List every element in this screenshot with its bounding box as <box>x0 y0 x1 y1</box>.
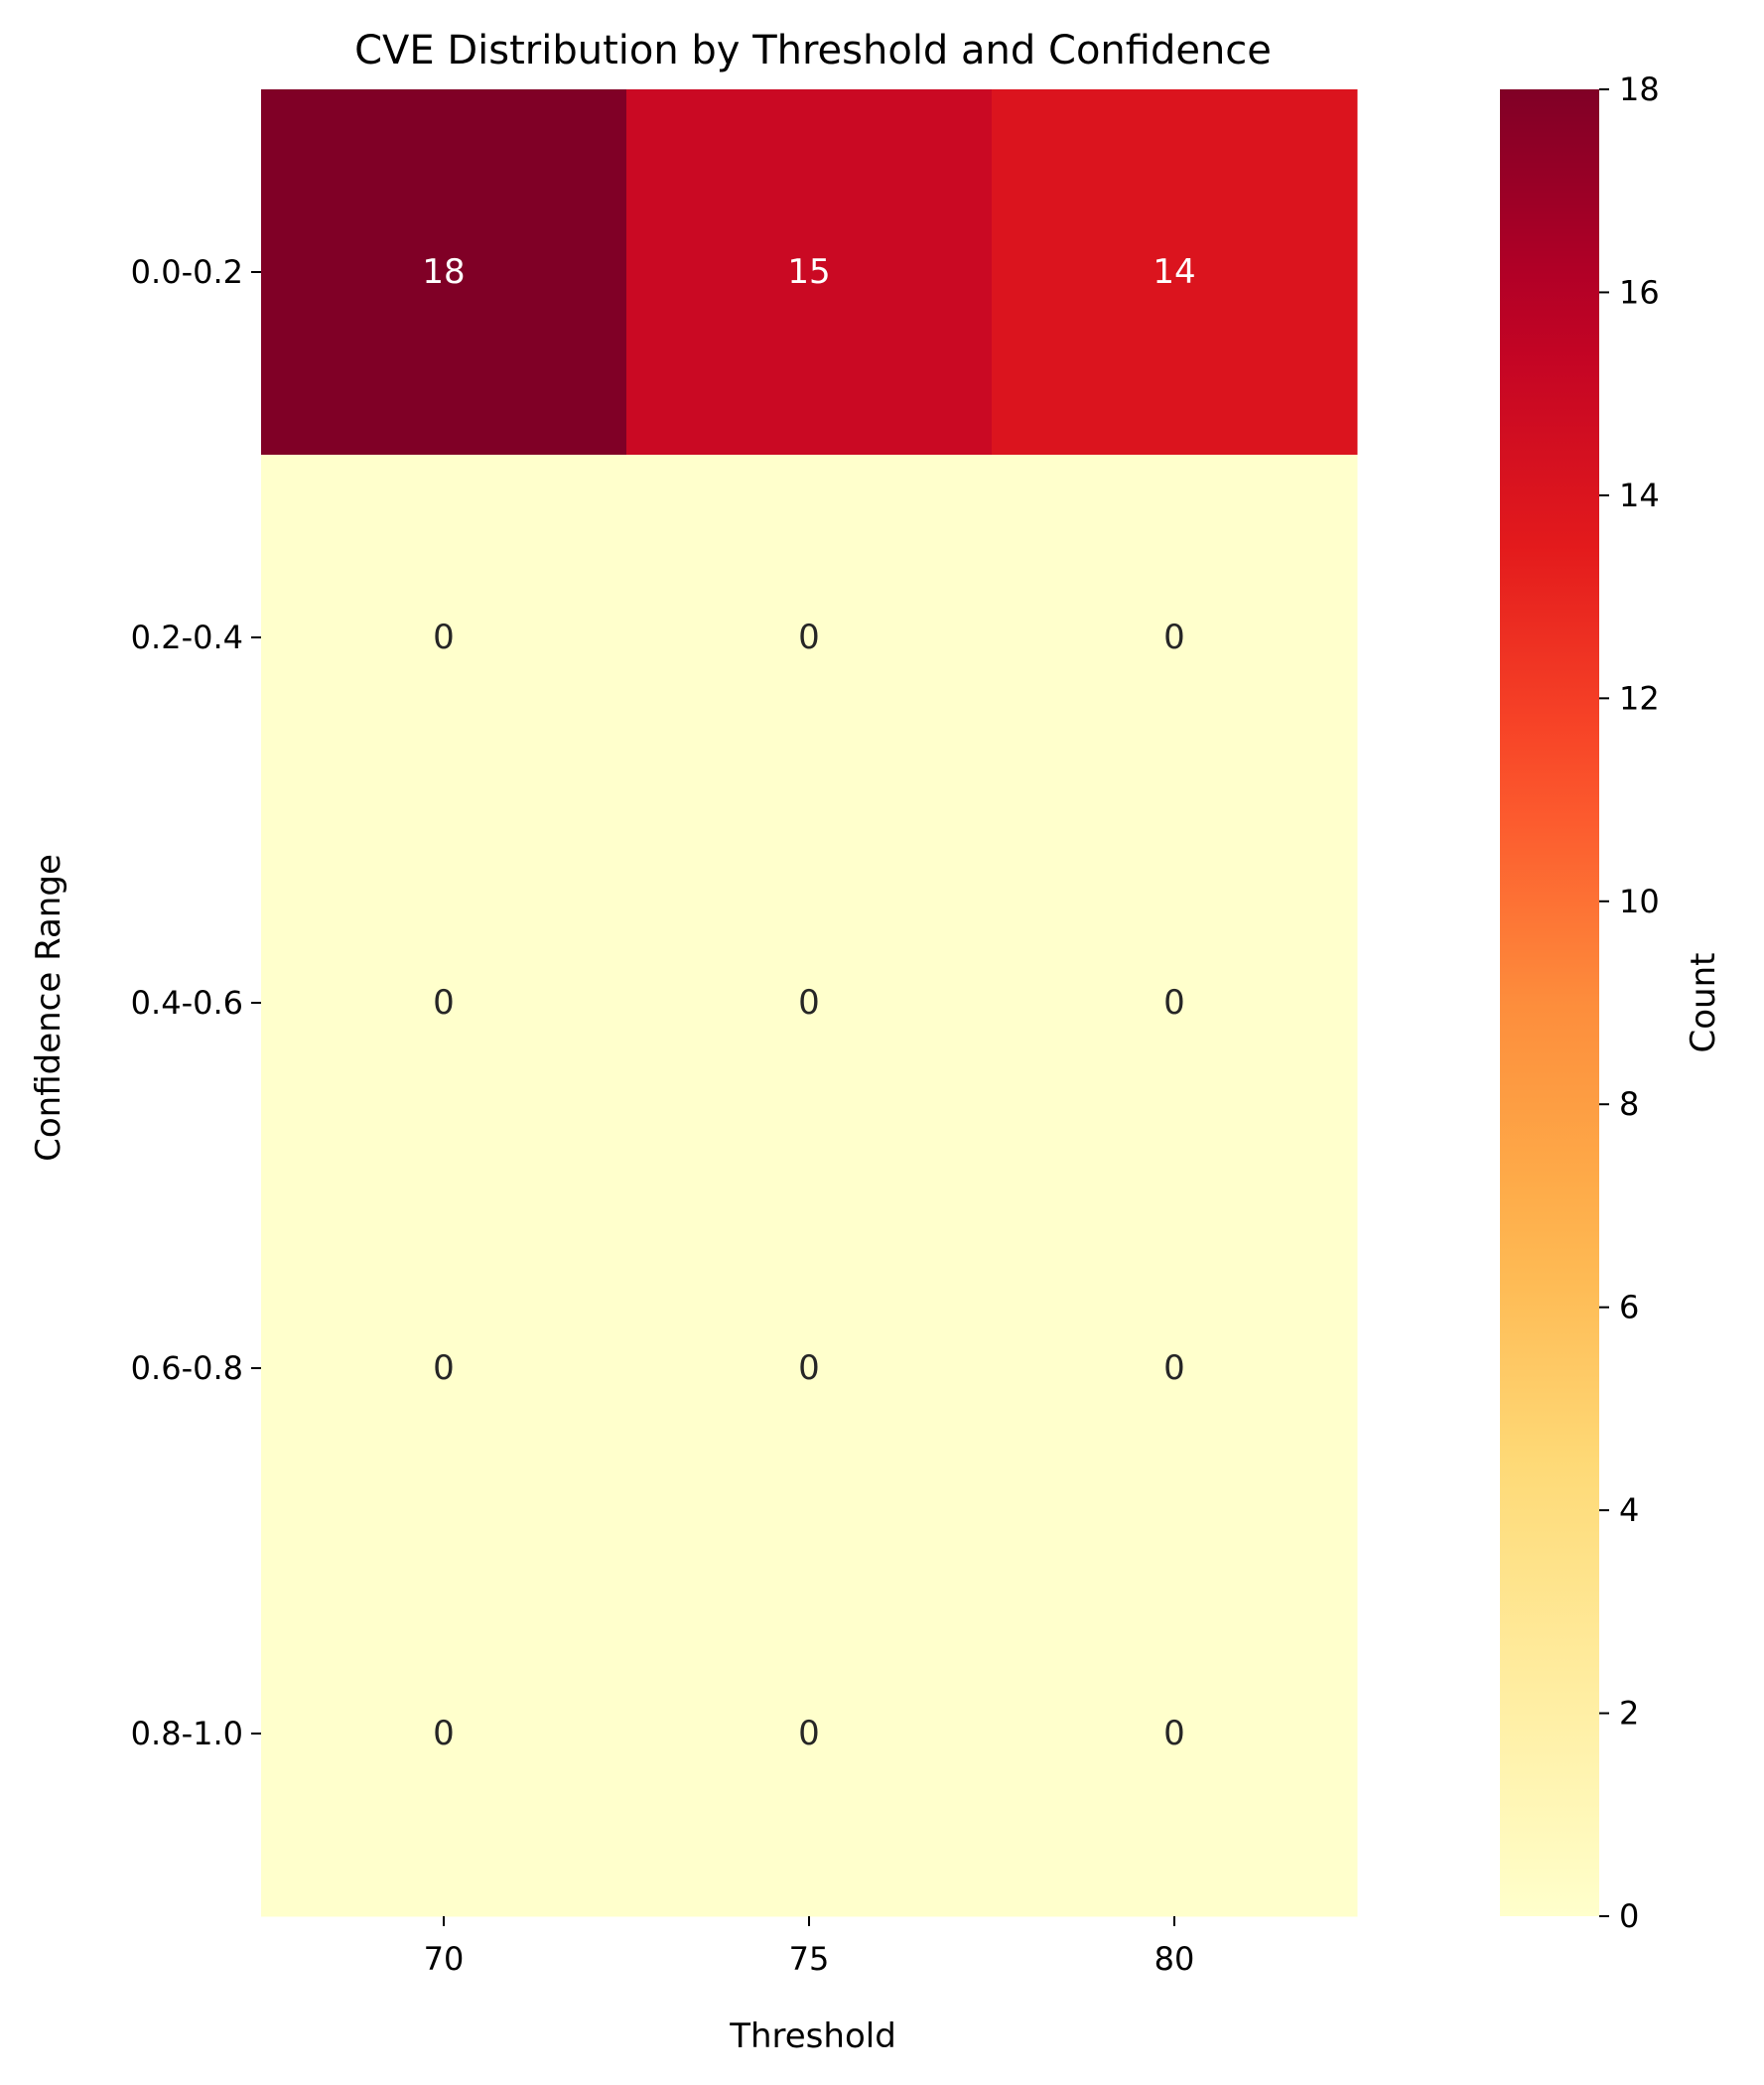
heatmap-cell <box>626 820 993 1186</box>
heatmap-cell-value: 0 <box>1163 618 1185 657</box>
heatmap-cell-value: 0 <box>1163 1348 1185 1388</box>
heatmap-cell <box>626 1551 993 1917</box>
colorbar-tick-label: 16 <box>1619 273 1660 311</box>
colorbar <box>1500 89 1599 1916</box>
x-tick-label: 70 <box>424 1940 465 1978</box>
heatmap-cell <box>992 1185 1358 1552</box>
y-tick-label: 0.2-0.4 <box>131 619 243 656</box>
heatmap-cell-value: 0 <box>798 618 820 657</box>
heatmap-cell <box>261 1185 627 1552</box>
y-tick-label: 0.8-1.0 <box>131 1715 243 1752</box>
heatmap-cell <box>261 89 627 456</box>
heatmap-cell-value: 0 <box>433 1348 455 1388</box>
heatmap-cell-value: 0 <box>1163 1714 1185 1753</box>
x-axis-ticks: 70 75 80 <box>424 1916 1195 1978</box>
colorbar-tick-label: 4 <box>1619 1491 1639 1529</box>
x-tick-label: 80 <box>1154 1940 1195 1978</box>
x-tick-label: 75 <box>789 1940 830 1978</box>
x-axis-label: Threshold <box>729 2016 896 2056</box>
y-tick-label: 0.4-0.6 <box>131 984 243 1022</box>
heatmap-cell <box>261 1551 627 1917</box>
heatmap-cell <box>992 1551 1358 1917</box>
heatmap-cell-labels: 18 15 14 0 0 0 0 0 0 0 0 0 0 0 0 <box>422 252 1195 1753</box>
heatmap-cell <box>626 89 993 456</box>
heatmap-cell-value: 0 <box>798 1714 820 1753</box>
heatmap-cell <box>992 820 1358 1186</box>
colorbar-tick-label: 0 <box>1619 1897 1639 1935</box>
heatmap-cell <box>992 455 1358 821</box>
colorbar-tick-label: 14 <box>1619 477 1660 514</box>
heatmap-cell-value: 0 <box>798 983 820 1023</box>
colorbar-tick-label: 6 <box>1619 1289 1639 1326</box>
colorbar-tick-label: 2 <box>1619 1695 1639 1733</box>
heatmap-cell <box>261 455 627 821</box>
colorbar-tick-label: 18 <box>1619 70 1660 108</box>
y-tick-label: 0.6-0.8 <box>131 1349 243 1387</box>
heatmap-cell <box>626 1185 993 1552</box>
heatmap-cell <box>992 89 1358 456</box>
heatmap-cell-value: 0 <box>433 618 455 657</box>
y-tick-label: 0.0-0.2 <box>131 253 243 291</box>
heatmap-cell-value: 0 <box>1163 983 1185 1023</box>
heatmap-cells <box>261 89 1358 1917</box>
chart-title: CVE Distribution by Threshold and Confid… <box>354 28 1272 73</box>
colorbar-label: Count <box>1684 953 1723 1053</box>
colorbar-tick-label: 8 <box>1619 1085 1639 1123</box>
heatmap-cell <box>626 455 993 821</box>
heatmap-cell-value: 0 <box>798 1348 820 1388</box>
heatmap-cell <box>261 820 627 1186</box>
heatmap-cell-value: 0 <box>433 1714 455 1753</box>
colorbar-ticks: 0 2 4 6 8 10 12 14 16 18 <box>1599 70 1660 1935</box>
heatmap-cell-value: 0 <box>433 983 455 1023</box>
heatmap-cell-value: 14 <box>1153 252 1195 292</box>
y-axis-label: Confidence Range <box>29 854 68 1162</box>
heatmap-cell-value: 15 <box>787 252 830 292</box>
y-axis-ticks: 0.0-0.2 0.2-0.4 0.4-0.6 0.6-0.8 0.8-1.0 <box>131 253 261 1752</box>
colorbar-tick-label: 12 <box>1619 679 1660 717</box>
colorbar-tick-label: 10 <box>1619 883 1660 920</box>
heatmap-cell-value: 18 <box>422 252 465 292</box>
